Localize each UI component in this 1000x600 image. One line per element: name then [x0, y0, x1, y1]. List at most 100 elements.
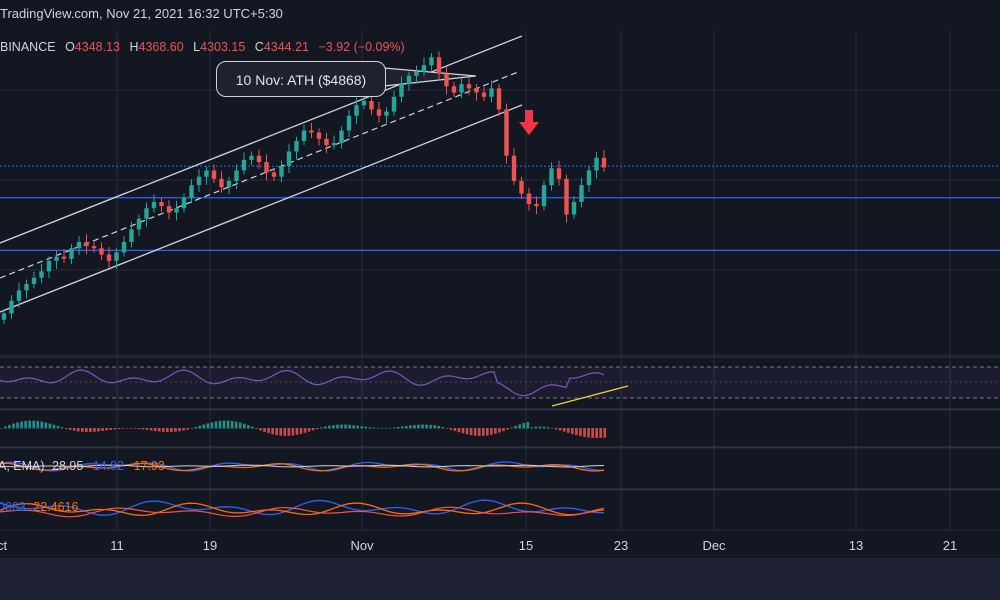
candle-body [564, 178, 569, 215]
candle-body [541, 185, 547, 207]
macd-bar [243, 423, 246, 429]
ema-label: A, EMA) 28.95 14.82 17.93 [0, 459, 165, 473]
macd-bar [101, 428, 104, 431]
macd-bar [348, 424, 351, 429]
bottom-toolbar [0, 558, 1000, 600]
macd-bar [72, 428, 76, 431]
close-label: C [254, 40, 264, 54]
candle-body [1, 313, 7, 320]
candle-body [421, 65, 427, 72]
macd-bar [275, 428, 278, 436]
macd-bar [141, 428, 145, 430]
candle-body [129, 229, 134, 242]
candle-body [219, 178, 224, 188]
macd-bar [226, 420, 230, 429]
x-tick-label: 11 [110, 538, 124, 553]
macd-bar [48, 423, 52, 429]
ema-panel [0, 461, 605, 472]
horizontal-levels [0, 165, 1000, 251]
candle-body [489, 88, 494, 97]
macd-bar [166, 428, 169, 432]
ema-indicator-name: A, EMA) [0, 459, 45, 473]
candle-body [121, 241, 127, 253]
candle-body [84, 241, 89, 247]
macd-bar [372, 427, 376, 429]
macd-bar [295, 428, 299, 435]
candle-body [444, 73, 449, 87]
x-tick-label: 15 [518, 538, 534, 553]
macd-bar [360, 426, 364, 429]
macd-bar [583, 428, 586, 437]
macd-bar [93, 428, 96, 432]
macd-bar [218, 420, 222, 429]
macd-bar [145, 428, 149, 430]
macd-bar [182, 428, 185, 431]
macd-bar [384, 427, 388, 429]
macd-bar [186, 428, 189, 430]
macd-bar [445, 428, 449, 429]
macd-bar [546, 427, 550, 429]
candle-body [279, 166, 284, 177]
candle-body [369, 101, 374, 110]
macd-bar [595, 428, 598, 438]
candle-body [174, 208, 179, 213]
macd-bar [319, 427, 323, 429]
candle-body [601, 157, 607, 168]
candle-body [9, 300, 14, 314]
arrow-head [519, 122, 539, 135]
candle-body [429, 57, 434, 66]
dmi-label: 0903 22.4616 [0, 500, 78, 514]
macd-bar [340, 424, 343, 429]
candle-body [31, 277, 37, 284]
candle-body [556, 168, 562, 179]
dmi-panel [0, 499, 605, 518]
macd-bar [271, 428, 274, 435]
macd-bar [494, 428, 497, 434]
macd-bar [481, 428, 485, 436]
macd-bar [587, 428, 590, 438]
candle-body [166, 206, 172, 213]
close-value: 4344.21 [263, 40, 310, 54]
candle-body [466, 84, 472, 89]
high-value: 4368.60 [138, 40, 184, 54]
candle-body [196, 176, 202, 186]
macd-bar [558, 428, 562, 431]
macd-bar [85, 428, 88, 432]
rsi-line [0, 369, 605, 397]
macd-bar [392, 427, 396, 429]
macd-bar [133, 428, 137, 429]
macd-bar [562, 428, 566, 432]
macd-bar [56, 425, 60, 429]
macd-bar [162, 428, 165, 432]
dmi-plus-line [0, 499, 604, 516]
ath-callout[interactable]: 10 Nov: ATH ($4868) [216, 61, 386, 97]
candle-body [436, 57, 442, 74]
macd-bar [409, 425, 412, 429]
grid-lines [0, 30, 1000, 531]
macd-bar [421, 424, 424, 429]
candle-body [16, 290, 22, 301]
candle-body [106, 254, 112, 261]
rsi-trendline [551, 385, 629, 407]
candle-body [39, 271, 44, 278]
macd-bar [311, 428, 315, 431]
macd-bar [413, 424, 416, 429]
macd-bar [490, 428, 493, 435]
macd-bar [76, 428, 80, 432]
candle-body [406, 75, 412, 85]
candles [1, 51, 607, 324]
macd-bar [554, 428, 558, 430]
open-label: O [65, 40, 75, 54]
candle-body [594, 157, 599, 171]
macd-bar [575, 428, 578, 436]
candle-body [271, 172, 277, 177]
macd-bar [599, 428, 602, 438]
candle-body [226, 180, 232, 188]
macd-bar [332, 425, 335, 429]
ema-base-line [0, 464, 605, 468]
macd-bar [579, 428, 582, 437]
macd-bar [113, 428, 116, 430]
macd-bar [400, 426, 404, 429]
rsi-band [0, 367, 1000, 398]
